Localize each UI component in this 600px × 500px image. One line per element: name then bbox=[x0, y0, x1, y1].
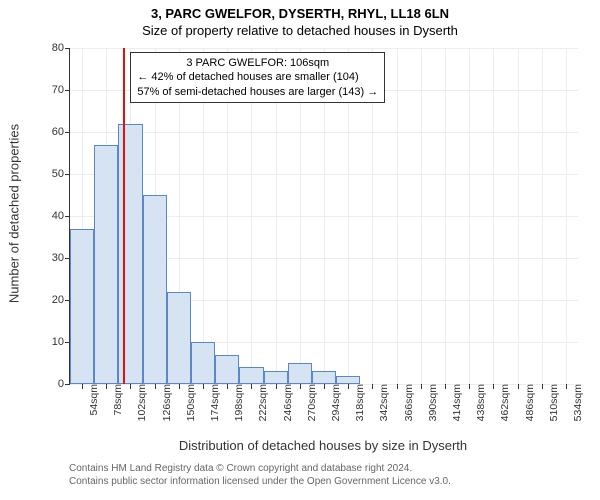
ytick-label: 70 bbox=[52, 84, 70, 96]
xtick-label: 126sqm bbox=[155, 384, 173, 421]
xtick-label: 366sqm bbox=[397, 384, 415, 421]
bar bbox=[70, 229, 94, 384]
grid-line-v bbox=[445, 48, 446, 384]
annotation-line-3: 57% of semi-detached houses are larger (… bbox=[137, 85, 378, 99]
bar bbox=[239, 367, 263, 384]
xtick-label: 390sqm bbox=[421, 384, 439, 421]
footnote-line-1: Contains HM Land Registry data © Crown c… bbox=[69, 462, 451, 475]
grid-line-v bbox=[518, 48, 519, 384]
xtick-label: 414sqm bbox=[445, 384, 463, 421]
grid-line-v bbox=[566, 48, 567, 384]
bar bbox=[191, 342, 215, 384]
bar bbox=[312, 371, 336, 384]
xtick-label: 510sqm bbox=[542, 384, 560, 421]
xtick-label: 246sqm bbox=[276, 384, 294, 421]
footnote: Contains HM Land Registry data © Crown c… bbox=[69, 462, 451, 488]
ytick-label: 20 bbox=[52, 294, 70, 306]
x-axis-label: Distribution of detached houses by size … bbox=[69, 438, 577, 453]
ytick-label: 10 bbox=[52, 336, 70, 348]
grid-line-v bbox=[469, 48, 470, 384]
bar bbox=[118, 124, 142, 384]
chart-title-main: 3, PARC GWELFOR, DYSERTH, RHYL, LL18 6LN bbox=[0, 0, 600, 21]
ytick-label: 60 bbox=[52, 126, 70, 138]
xtick-label: 78sqm bbox=[106, 384, 124, 416]
xtick-label: 54sqm bbox=[82, 384, 100, 416]
ytick-label: 80 bbox=[52, 42, 70, 54]
xtick-label: 318sqm bbox=[348, 384, 366, 421]
bar bbox=[143, 195, 167, 384]
xtick-label: 150sqm bbox=[179, 384, 197, 421]
ytick-label: 50 bbox=[52, 168, 70, 180]
bar bbox=[288, 363, 312, 384]
grid-line-v bbox=[397, 48, 398, 384]
ytick-label: 30 bbox=[52, 252, 70, 264]
xtick-label: 534sqm bbox=[566, 384, 584, 421]
xtick-label: 198sqm bbox=[227, 384, 245, 421]
chart-container: 3, PARC GWELFOR, DYSERTH, RHYL, LL18 6LN… bbox=[0, 0, 600, 500]
xtick-label: 102sqm bbox=[130, 384, 148, 421]
ytick-label: 40 bbox=[52, 210, 70, 222]
annotation-line-2: ← 42% of detached houses are smaller (10… bbox=[137, 70, 378, 84]
annotation-line-1: 3 PARC GWELFOR: 106sqm bbox=[137, 56, 378, 70]
xtick-label: 222sqm bbox=[251, 384, 269, 421]
bar bbox=[215, 355, 239, 384]
grid-line-v bbox=[421, 48, 422, 384]
grid-line-v bbox=[493, 48, 494, 384]
bar bbox=[167, 292, 191, 384]
footnote-line-2: Contains public sector information licen… bbox=[69, 475, 451, 488]
annotation-box: 3 PARC GWELFOR: 106sqm ← 42% of detached… bbox=[130, 52, 385, 103]
xtick-label: 270sqm bbox=[300, 384, 318, 421]
y-axis-label: Number of detached properties bbox=[7, 114, 22, 314]
xtick-label: 486sqm bbox=[518, 384, 536, 421]
xtick-label: 438sqm bbox=[469, 384, 487, 421]
xtick-label: 294sqm bbox=[324, 384, 342, 421]
bar bbox=[336, 376, 360, 384]
chart-title-sub: Size of property relative to detached ho… bbox=[0, 21, 600, 38]
xtick-label: 342sqm bbox=[372, 384, 390, 421]
xtick-label: 174sqm bbox=[203, 384, 221, 421]
marker-line bbox=[123, 48, 125, 384]
ytick-label: 0 bbox=[58, 378, 70, 390]
bar bbox=[264, 371, 288, 384]
bar bbox=[94, 145, 118, 384]
grid-line-v bbox=[542, 48, 543, 384]
xtick-label: 462sqm bbox=[493, 384, 511, 421]
